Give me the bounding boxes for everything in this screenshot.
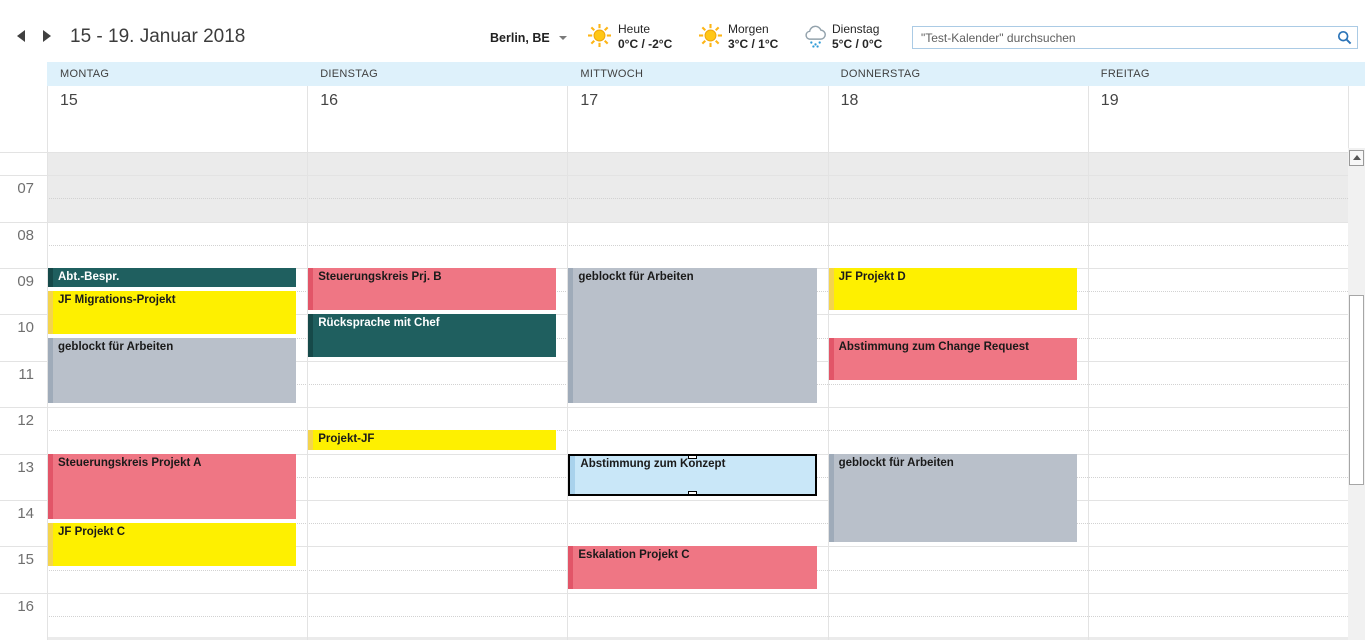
hour-label: 13 bbox=[17, 458, 34, 476]
scrollbar-thumb[interactable] bbox=[1349, 295, 1364, 485]
calendar-event[interactable]: Steuerungskreis Projekt A bbox=[48, 453, 297, 520]
column-separator bbox=[1088, 86, 1089, 640]
day-header-mittwoch: MITTWOCH bbox=[580, 68, 644, 80]
sun-icon bbox=[699, 24, 722, 52]
day-date: 18 bbox=[840, 92, 859, 109]
event-title: geblockt für Arbeiten bbox=[578, 271, 694, 283]
day-header-donnerstag: DONNERSTAG bbox=[840, 68, 921, 80]
search-icon[interactable] bbox=[1337, 30, 1352, 45]
event-title: JF Migrations-Projekt bbox=[58, 294, 176, 307]
event-title: Abstimmung zum Konzept bbox=[580, 457, 726, 470]
calendar-event[interactable]: Abstimmung zum Change Request bbox=[828, 337, 1077, 380]
calendar-event[interactable]: Abt.-Bespr. bbox=[48, 268, 297, 288]
event-title: Rücksprache mit Chef bbox=[318, 317, 440, 330]
event-title: Steuerungskreis Prj. B bbox=[318, 271, 442, 283]
hour-line bbox=[0, 500, 1348, 501]
event-title: Projekt-JF bbox=[318, 433, 375, 446]
location-label: Berlin, BE bbox=[490, 31, 550, 45]
rain-cloud-icon bbox=[803, 25, 828, 53]
next-week-button[interactable] bbox=[43, 30, 51, 42]
calendar-event[interactable]: JF Projekt C bbox=[48, 523, 297, 566]
calendar-event[interactable]: Eskalation Projekt C bbox=[568, 546, 817, 589]
weather-temps: 5°C / 0°C bbox=[832, 37, 883, 51]
half-hour-line bbox=[47, 616, 1348, 617]
hour-line bbox=[0, 221, 1348, 223]
half-hour-line bbox=[47, 430, 1348, 432]
half-hour-line bbox=[47, 523, 1348, 525]
hour-label: 12 bbox=[17, 412, 34, 430]
weather-forecast-today[interactable]: Heute 0°C / -2°C bbox=[618, 22, 672, 51]
weather-forecast-tuesday[interactable]: Dienstag 5°C / 0°C bbox=[832, 22, 882, 51]
half-hour-line bbox=[47, 244, 1348, 246]
hour-label: 09 bbox=[17, 273, 34, 290]
hour-label: 10 bbox=[17, 319, 34, 337]
weather-temps: 0°C / -2°C bbox=[618, 37, 673, 51]
scroll-up-button[interactable] bbox=[1349, 150, 1364, 166]
calendar-event[interactable]: JF Migrations-Projekt bbox=[48, 291, 297, 334]
hour-label: 07 bbox=[17, 180, 34, 198]
calendar-event[interactable]: geblockt für Arbeiten bbox=[48, 337, 297, 404]
day-date: 15 bbox=[60, 92, 78, 109]
day-header-freitag: FREITAG bbox=[1100, 68, 1150, 80]
weather-day-label: Dienstag bbox=[832, 22, 880, 36]
event-category-strip bbox=[570, 455, 576, 494]
hour-label: 15 bbox=[17, 551, 34, 569]
vertical-scrollbar[interactable] bbox=[1348, 148, 1365, 640]
day-header-montag: MONTAG bbox=[60, 68, 110, 80]
grid-top-line bbox=[0, 152, 1348, 153]
calendar-event[interactable]: JF Projekt D bbox=[828, 268, 1077, 311]
column-separator bbox=[828, 86, 829, 640]
calendar-event[interactable]: Rücksprache mit Chef bbox=[308, 314, 557, 357]
day-date: 17 bbox=[580, 92, 599, 109]
calendar-event[interactable]: Projekt-JF bbox=[308, 430, 557, 450]
weather-day-label: Heute bbox=[618, 22, 651, 36]
sun-icon bbox=[588, 24, 611, 52]
non-working-hours-band bbox=[47, 153, 1348, 222]
weather-forecast-tomorrow[interactable]: Morgen 3°C / 1°C bbox=[728, 22, 778, 51]
day-header-band bbox=[47, 62, 1365, 86]
hour-label: 16 bbox=[17, 597, 34, 615]
calendar-event[interactable]: geblockt für Arbeiten bbox=[828, 453, 1077, 543]
event-title: Steuerungskreis Projekt A bbox=[58, 456, 202, 469]
non-working-hours-band bbox=[47, 637, 1348, 640]
day-date: 19 bbox=[1100, 92, 1119, 109]
search-input[interactable] bbox=[912, 26, 1358, 49]
weather-day-label: Morgen bbox=[728, 22, 769, 36]
hour-label: 14 bbox=[17, 505, 34, 522]
calendar-event[interactable]: geblockt für Arbeiten bbox=[568, 268, 817, 404]
event-title: Abstimmung zum Change Request bbox=[838, 340, 1029, 353]
resize-handle-top[interactable] bbox=[688, 455, 698, 459]
chevron-down-icon bbox=[558, 36, 567, 40]
column-separator bbox=[307, 86, 308, 640]
event-title: JF Projekt D bbox=[838, 271, 906, 283]
event-title: geblockt für Arbeiten bbox=[838, 456, 954, 469]
event-title: geblockt für Arbeiten bbox=[58, 340, 174, 353]
event-title: Abt.-Bespr. bbox=[58, 271, 120, 283]
page-title: 15 - 19. Januar 2018 bbox=[70, 26, 246, 47]
event-title: JF Projekt C bbox=[58, 526, 126, 539]
hour-line bbox=[0, 407, 1348, 409]
column-separator bbox=[567, 86, 568, 640]
day-date: 16 bbox=[320, 92, 338, 109]
day-header-dienstag: DIENSTAG bbox=[320, 68, 379, 80]
calendar-event[interactable]: Abstimmung zum Konzept bbox=[568, 453, 817, 496]
previous-week-button[interactable] bbox=[17, 30, 25, 42]
column-separator bbox=[47, 86, 48, 640]
half-hour-line bbox=[47, 198, 1348, 200]
event-title: Eskalation Projekt C bbox=[578, 549, 690, 562]
resize-handle-bottom[interactable] bbox=[688, 490, 698, 494]
weather-temps: 3°C / 1°C bbox=[728, 37, 779, 51]
hour-label: 08 bbox=[17, 226, 34, 244]
location-selector[interactable]: Berlin, BE bbox=[490, 31, 567, 45]
hour-line bbox=[0, 175, 1348, 177]
calendar-event[interactable]: Steuerungskreis Prj. B bbox=[308, 268, 557, 311]
hour-label: 11 bbox=[18, 365, 34, 383]
hour-line bbox=[0, 592, 1348, 594]
